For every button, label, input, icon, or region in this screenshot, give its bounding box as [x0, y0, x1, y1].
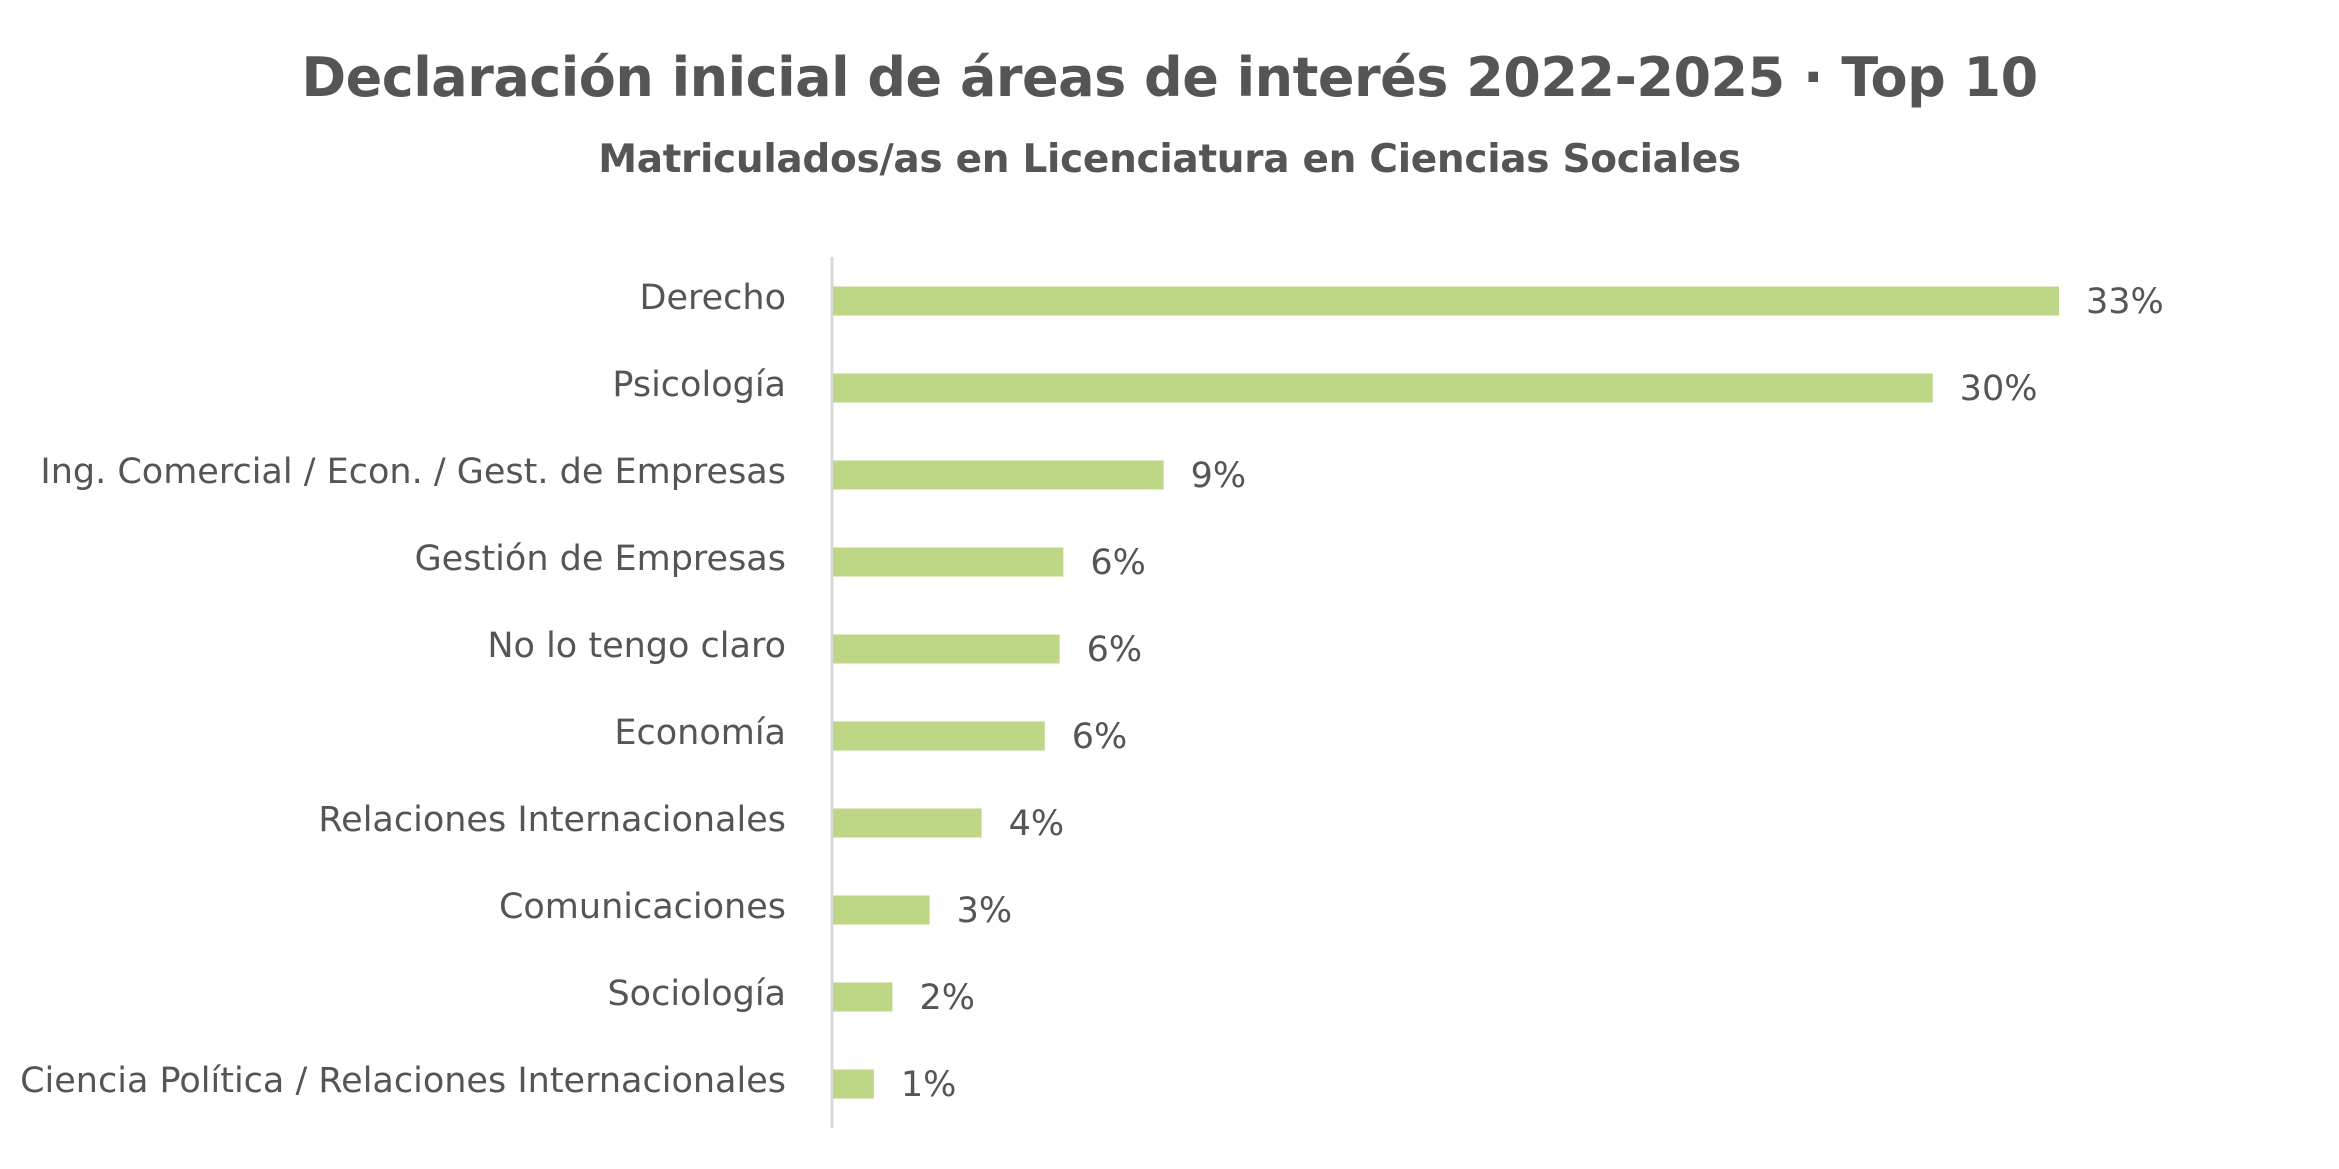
- chart-subtitle: Matriculados/as en Licenciatura en Cienc…: [598, 137, 1741, 182]
- category-label: No lo tengo claro: [487, 626, 786, 666]
- bar: [833, 895, 930, 925]
- data-label: 9%: [1191, 456, 1247, 496]
- data-label: 2%: [919, 978, 975, 1018]
- category-label: Derecho: [640, 278, 786, 318]
- category-label: Ciencia Política / Relaciones Internacio…: [20, 1061, 786, 1101]
- bar: [833, 634, 1060, 664]
- bar: [833, 808, 982, 838]
- category-label: Relaciones Internacionales: [318, 800, 786, 840]
- category-label: Psicología: [612, 365, 786, 405]
- data-label: 30%: [1960, 369, 2038, 409]
- data-label: 4%: [1009, 804, 1065, 844]
- data-label: 33%: [2086, 282, 2164, 322]
- bar: [833, 982, 893, 1012]
- bar: [833, 373, 1933, 403]
- data-label: 6%: [1090, 543, 1146, 583]
- category-label: Comunicaciones: [499, 887, 786, 927]
- category-label: Ing. Comercial / Econ. / Gest. de Empres…: [40, 452, 786, 492]
- bar: [833, 460, 1164, 490]
- bar: [833, 286, 2059, 316]
- category-label: Gestión de Empresas: [415, 539, 786, 579]
- chart-title: Declaración inicial de áreas de interés …: [301, 46, 2038, 109]
- data-label: 3%: [957, 891, 1013, 931]
- bar: [833, 1069, 874, 1099]
- data-label: 6%: [1087, 630, 1143, 670]
- data-label: 1%: [901, 1065, 957, 1105]
- bar: [833, 721, 1045, 751]
- category-label: Economía: [614, 713, 786, 753]
- category-label: Sociología: [607, 974, 786, 1014]
- data-label: 6%: [1072, 717, 1128, 757]
- bar: [833, 547, 1064, 577]
